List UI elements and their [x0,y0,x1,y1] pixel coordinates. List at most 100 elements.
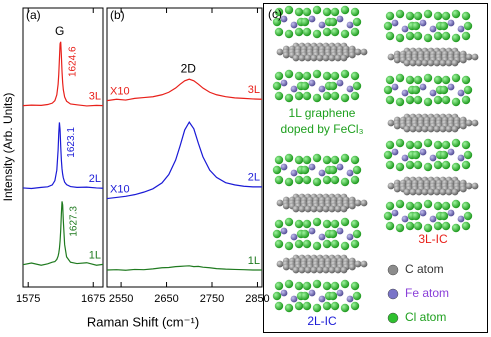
atom [312,279,322,289]
atom [413,221,423,231]
atom [395,138,405,148]
atom [340,279,350,289]
atom [445,188,453,196]
atom [280,79,288,87]
atom [413,201,423,211]
atom [292,266,300,274]
atom [276,199,284,207]
atom [330,301,340,311]
atom [383,150,393,160]
atom [421,188,429,196]
atom [322,239,332,249]
atom [429,25,437,33]
atom [340,303,350,313]
atom [300,81,310,91]
atom [302,27,312,37]
atom [284,153,294,163]
atom [284,5,294,15]
atom [411,150,421,160]
atom [340,153,350,163]
atom [312,303,322,313]
curve-label: 3L [89,91,101,103]
peak-annotation: G [55,24,64,38]
atom [308,289,316,297]
atom [282,263,290,271]
plot-frame [22,7,104,288]
atom [280,15,288,23]
atom [457,154,465,162]
atom [284,279,294,289]
atom [322,155,332,165]
atom [302,91,312,101]
atom [403,188,411,196]
atom [322,71,332,81]
atom [302,239,312,249]
atom [312,93,322,103]
atom [391,19,399,27]
atom [328,291,338,301]
atom [302,7,312,17]
atom [274,91,284,101]
atom [340,54,348,62]
atom [302,71,312,81]
peak-label: 1624.6 [67,46,78,77]
spectrum-line [106,120,262,200]
atom [350,91,360,101]
x-tick-label: 2650 [154,293,178,305]
atom [451,97,461,107]
atom [451,59,459,67]
structure-label: 2L-IC [307,314,337,328]
atom [471,53,479,61]
atom [465,119,473,127]
atom [433,160,443,170]
scale-label: X10 [110,183,130,195]
atom [461,201,471,211]
atom [284,93,294,103]
atom [439,125,447,133]
atom [348,263,356,271]
atom [405,95,415,105]
curve-label: 1L [89,249,101,261]
atom [427,59,435,67]
atom [322,266,330,274]
diagram-panel-label: (c) [268,7,282,21]
atom [433,221,443,231]
atom [451,188,459,196]
atom [439,211,449,221]
atom [350,155,360,165]
atom [391,148,399,156]
atom [459,122,467,130]
atom [284,303,294,313]
atom [405,201,415,211]
atom [421,59,429,67]
atom [318,169,326,177]
atom [441,201,451,211]
atom [461,140,471,150]
atom [405,221,415,231]
atom [312,69,322,79]
plot-frame [106,7,263,288]
atom [302,281,312,291]
atom [354,48,362,56]
atom [429,89,437,97]
atom [350,219,360,229]
spectrum-line [106,265,262,271]
atom [294,281,304,291]
atom [328,266,336,274]
legend-atom [387,312,399,324]
atom [312,153,322,163]
atom [336,163,344,171]
atom [294,71,304,81]
atom [423,138,433,148]
atom [310,266,318,274]
atom [423,9,433,19]
atom [409,59,417,67]
atom [433,11,443,21]
atom [461,31,471,41]
atom [360,199,368,207]
atom [415,188,423,196]
atom [463,211,473,221]
x-tick-label: 2750 [200,293,224,305]
atom [409,188,417,196]
atom [445,125,453,133]
